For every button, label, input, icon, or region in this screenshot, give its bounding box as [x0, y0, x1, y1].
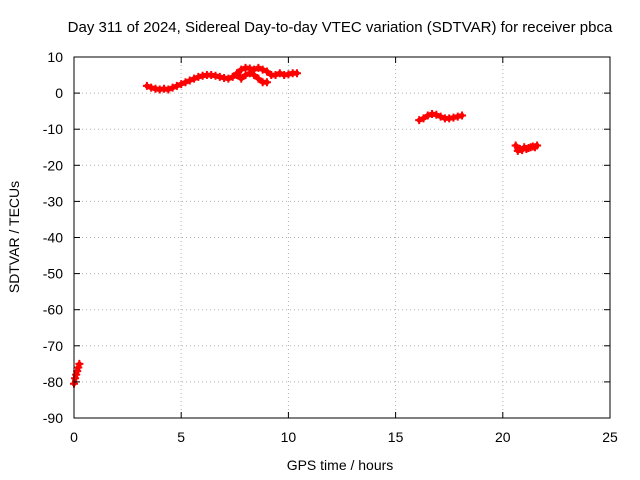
- x-tick-label: 5: [177, 429, 185, 445]
- data-point: [533, 141, 542, 150]
- series-segment-4: [415, 110, 467, 125]
- data-point: [172, 81, 181, 90]
- x-tick-label: 10: [281, 429, 297, 445]
- grid-lines: [74, 57, 610, 418]
- x-tick-label: 20: [495, 429, 511, 445]
- chart-title: Day 311 of 2024, Sidereal Day-to-day VTE…: [68, 19, 613, 36]
- y-tick-label: -60: [43, 302, 63, 318]
- data-point: [147, 83, 156, 92]
- data-point: [415, 116, 424, 125]
- x-tick-label: 15: [388, 429, 404, 445]
- data-point: [423, 111, 432, 120]
- x-tick-label: 25: [602, 429, 618, 445]
- data-point: [258, 65, 267, 74]
- y-axis-label: SDTVAR / TECUs: [6, 181, 22, 293]
- data-point: [194, 72, 203, 81]
- series-segment-5: [511, 141, 542, 155]
- data-point: [245, 64, 254, 73]
- data-point: [250, 65, 259, 74]
- data-point: [185, 76, 194, 85]
- data-point: [432, 110, 441, 119]
- y-tick-label: -90: [43, 410, 63, 426]
- y-tick-label: -80: [43, 374, 63, 390]
- data-point: [142, 81, 151, 90]
- data-point: [168, 83, 177, 92]
- y-tick-label: -20: [43, 157, 63, 173]
- data-point: [262, 67, 271, 76]
- data-point: [228, 72, 237, 81]
- data-point: [237, 74, 246, 83]
- data-point: [75, 359, 84, 368]
- data-point: [232, 69, 241, 78]
- data-point: [419, 114, 428, 123]
- data-point: [449, 113, 458, 122]
- y-tick-label: 10: [47, 49, 63, 65]
- y-tick-label: -30: [43, 193, 63, 209]
- data-point: [215, 72, 224, 81]
- data-point: [271, 71, 280, 80]
- data-point: [436, 112, 445, 121]
- y-tick-labels: 10 0 -10 -20 -30 -40 -50 -60 -70 -80 -90: [43, 49, 63, 426]
- data-point: [292, 69, 301, 78]
- data-points: [70, 63, 542, 388]
- series-segment-1: [70, 359, 84, 388]
- x-tick-labels: 0 5 10 15 20 25: [70, 429, 618, 445]
- y-tick-label: 0: [55, 85, 63, 101]
- x-axis-label: GPS time / hours: [287, 457, 394, 473]
- data-point: [224, 74, 233, 83]
- data-point: [177, 80, 186, 89]
- data-point: [453, 112, 462, 121]
- data-point: [211, 71, 220, 80]
- data-point: [237, 65, 246, 74]
- data-point: [181, 78, 190, 87]
- y-tick-label: -70: [43, 338, 63, 354]
- y-tick-label: -10: [43, 121, 63, 137]
- data-point: [241, 71, 250, 80]
- data-point: [254, 74, 263, 83]
- series-segment-2: [142, 69, 271, 94]
- data-point: [458, 111, 467, 120]
- data-point: [511, 141, 520, 150]
- data-point: [275, 69, 284, 78]
- series-segment-3: [232, 63, 301, 80]
- data-point: [262, 78, 271, 87]
- data-point: [164, 85, 173, 94]
- y-tick-label: -40: [43, 230, 63, 246]
- data-point: [254, 63, 263, 72]
- data-point: [190, 74, 199, 83]
- x-tick-label: 0: [70, 429, 78, 445]
- axis-ticks: [73, 56, 611, 419]
- data-point: [284, 70, 293, 79]
- y-tick-label: -50: [43, 266, 63, 282]
